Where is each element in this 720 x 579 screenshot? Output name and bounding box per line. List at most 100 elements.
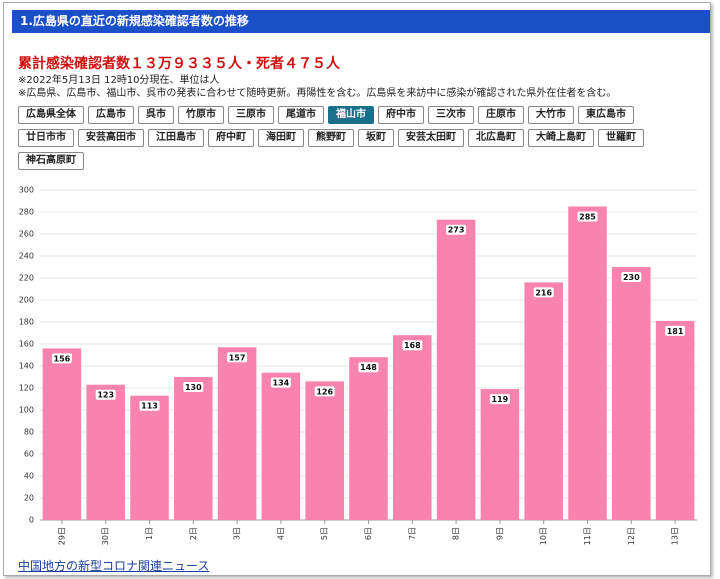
value-label: 157 xyxy=(229,353,246,362)
area-button[interactable]: 世羅町 xyxy=(598,129,644,147)
value-label-box xyxy=(51,353,72,364)
value-label-box xyxy=(533,287,554,298)
bar xyxy=(261,372,301,520)
value-label-box xyxy=(621,272,642,282)
button-group: 広島県全体 広島市 呉市 竹原市 三原市 尾道市 福山市 府中市 三次市 庄原市 大竹市 東広島市廿日… xyxy=(18,106,644,175)
bar xyxy=(42,348,82,520)
value-label-box xyxy=(446,224,467,235)
bar xyxy=(305,381,344,520)
summary: 累計感染確認者数１３万９３３５人・死者４７５人 xyxy=(18,56,340,72)
x-tick-label: 1日 xyxy=(145,527,154,540)
y-tick-label: 160 xyxy=(19,340,34,349)
button-row: 神石高原町 xyxy=(18,152,644,170)
area-button[interactable]: 庄原市 xyxy=(478,106,524,124)
bar xyxy=(568,206,607,520)
area-button[interactable]: 呉市 xyxy=(138,106,174,124)
area-button[interactable]: 熊野町 xyxy=(308,129,354,147)
area-button[interactable]: 廿日市市 xyxy=(18,129,74,147)
bar xyxy=(393,335,432,520)
bar xyxy=(480,389,520,520)
value-label-box xyxy=(358,362,379,373)
area-button[interactable]: 広島市 xyxy=(88,106,134,124)
area-button[interactable]: 大竹市 xyxy=(528,106,574,124)
value-label: 168 xyxy=(404,341,421,350)
value-label-box xyxy=(183,382,204,392)
x-tick-label: 30日 xyxy=(101,527,110,545)
area-button[interactable]: 大崎上島町 xyxy=(528,129,594,147)
value-label: 273 xyxy=(448,226,465,235)
x-tick-label: 2日 xyxy=(189,527,198,540)
chart: 0 20 40 60 80 100 120 140 160 180 200 220 240 260 280 3… xyxy=(19,186,697,545)
bar xyxy=(349,357,388,520)
x-tick-label: 4日 xyxy=(276,527,285,540)
area-button[interactable]: 尾道市 xyxy=(278,106,324,124)
news-link[interactable]: 中国地方の新型コロナ関連ニュース xyxy=(18,559,210,573)
value-label: 216 xyxy=(535,288,552,297)
area-button[interactable]: 安芸高田市 xyxy=(78,129,144,147)
value-label-box xyxy=(402,340,423,351)
y-tick-label: 140 xyxy=(19,362,34,371)
value-label-box xyxy=(270,377,291,388)
value-label: 181 xyxy=(667,327,684,336)
x-tick-label: 29日 xyxy=(57,527,66,545)
value-label-box xyxy=(227,352,248,363)
bar xyxy=(217,347,257,520)
area-button[interactable]: 竹原市 xyxy=(178,106,224,124)
value-label: 130 xyxy=(185,383,202,392)
y-tick-label: 80 xyxy=(24,428,34,437)
area-button[interactable]: 神石高原町 xyxy=(18,152,84,170)
note: ※2022年5月13日 12時10分現在、単位は人 xyxy=(18,75,220,86)
x-tick-label: 5日 xyxy=(320,527,329,540)
frame xyxy=(3,2,711,576)
area-button[interactable]: 江田島市 xyxy=(148,129,204,147)
area-button[interactable]: 東広島市 xyxy=(578,106,634,124)
y-tick-label: 20 xyxy=(24,494,34,503)
bar xyxy=(436,219,476,520)
value-label-box xyxy=(139,400,160,411)
value-label-box xyxy=(577,211,598,222)
area-button[interactable]: 三原市 xyxy=(228,106,274,124)
x-tick-label: 11日 xyxy=(583,527,592,545)
bar xyxy=(524,282,563,520)
area-button[interactable]: 坂町 xyxy=(358,129,394,147)
button-row: 廿日市市 安芸高田市 江田島市 府中町 海田町 熊野町 坂町 安芸太田町 北広島町 大崎上島町 世羅… xyxy=(18,129,644,147)
area-button[interactable]: 三次市 xyxy=(428,106,474,124)
bar xyxy=(130,395,169,520)
value-label: 113 xyxy=(141,402,158,411)
y-tick-label: 300 xyxy=(19,186,34,195)
x-tick-label: 13日 xyxy=(671,527,680,545)
area-button[interactable]: 福山市 xyxy=(328,106,374,124)
y-tick-label: 260 xyxy=(19,230,34,239)
area-button[interactable]: 海田町 xyxy=(258,129,304,147)
value-label: 126 xyxy=(316,387,333,396)
value-label-box xyxy=(95,389,116,400)
value-label: 123 xyxy=(97,391,114,400)
area-button[interactable]: 府中町 xyxy=(208,129,254,147)
bar xyxy=(86,384,125,520)
value-label: 148 xyxy=(360,363,377,372)
area-button[interactable]: 府中市 xyxy=(378,106,424,124)
value-label: 119 xyxy=(492,395,509,404)
y-tick-label: 240 xyxy=(19,252,34,261)
x-tick-label: 10日 xyxy=(539,527,548,545)
x-tick-label: 6日 xyxy=(364,527,373,540)
value-label-box xyxy=(489,394,510,405)
value-label: 230 xyxy=(623,273,640,282)
x-tick-label: 3日 xyxy=(233,527,242,540)
value-label-box xyxy=(314,386,335,397)
y-tick-label: 0 xyxy=(29,516,34,525)
y-tick-label: 120 xyxy=(19,384,34,393)
value-label: 156 xyxy=(54,354,71,363)
value-label: 134 xyxy=(273,379,290,388)
area-button[interactable]: 安芸太田町 xyxy=(398,129,464,147)
y-tick-label: 40 xyxy=(24,472,34,481)
y-tick-label: 180 xyxy=(19,318,34,327)
y-tick-label: 100 xyxy=(19,406,34,415)
area-button[interactable]: 北広島町 xyxy=(468,129,524,147)
x-tick-label: 8日 xyxy=(452,527,461,540)
value-label-box xyxy=(665,325,686,336)
y-tick-label: 60 xyxy=(24,450,34,459)
bar xyxy=(655,320,695,520)
area-button[interactable]: 広島県全体 xyxy=(18,106,84,124)
